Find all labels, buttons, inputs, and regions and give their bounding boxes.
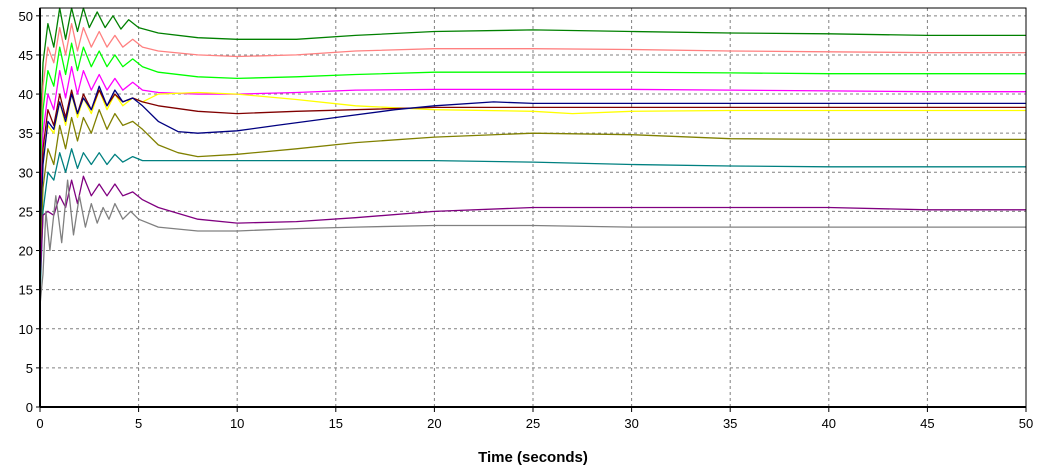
x-tick-labels: 0 5 10 15 20 25 30 35 40 45 50 [36, 407, 1033, 431]
x-tick-label: 30 [624, 416, 638, 431]
series-line-4 [39, 66, 1026, 220]
x-tick-label: 0 [36, 416, 43, 431]
series-line-10 [39, 175, 1026, 282]
y-tick-label: 50 [19, 9, 33, 24]
series-line-7 [39, 85, 1026, 251]
x-tick-label: 10 [230, 416, 244, 431]
series-line-11 [39, 179, 1026, 306]
x-tick-label: 15 [329, 416, 343, 431]
series-line-9 [39, 148, 1026, 298]
y-tick-label: 40 [19, 87, 33, 102]
x-tick-label: 5 [135, 416, 142, 431]
x-tick-label: 35 [723, 416, 737, 431]
series-line-8 [39, 109, 1026, 275]
series-line-3 [39, 42, 1026, 196]
y-tick-label: 10 [19, 322, 33, 337]
y-tick-label: 45 [19, 48, 33, 63]
series-line-1 [39, 7, 1026, 142]
y-tick-labels: 0 5 10 15 20 25 30 35 40 45 50 [19, 9, 40, 415]
x-tick-label: 50 [1019, 416, 1033, 431]
y-tick-label: 35 [19, 126, 33, 141]
series-lines [39, 7, 1026, 306]
y-tick-label: 0 [26, 400, 33, 415]
y-tick-label: 30 [19, 165, 33, 180]
x-tick-label: 40 [822, 416, 836, 431]
y-tick-label: 25 [19, 204, 33, 219]
x-tick-label: 45 [920, 416, 934, 431]
y-tick-label: 15 [19, 283, 33, 298]
x-tick-label: 25 [526, 416, 540, 431]
x-tick-label: 20 [427, 416, 441, 431]
y-tick-label: 5 [26, 361, 33, 376]
series-line-2 [39, 22, 1026, 173]
y-tick-label: 20 [19, 244, 33, 259]
x-axis-title: Time (seconds) [478, 449, 588, 466]
